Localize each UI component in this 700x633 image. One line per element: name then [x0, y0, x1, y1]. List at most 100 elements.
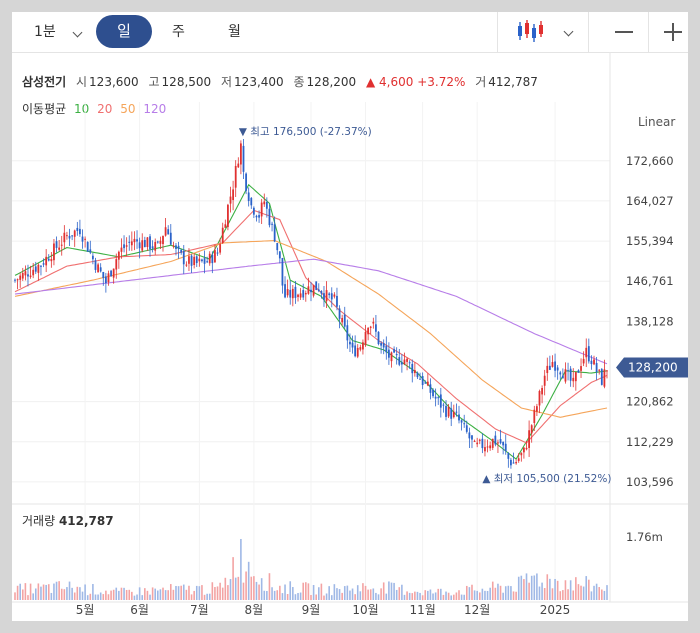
candle[interactable] [484, 439, 486, 457]
candle[interactable] [71, 235, 74, 241]
candle[interactable] [208, 251, 211, 266]
candle[interactable] [273, 216, 276, 243]
candle[interactable] [216, 247, 219, 256]
candle[interactable] [112, 268, 115, 284]
candle[interactable] [37, 263, 40, 281]
candle[interactable] [45, 249, 48, 273]
candle[interactable] [387, 342, 390, 365]
candle[interactable] [115, 253, 118, 279]
candle[interactable] [99, 263, 102, 273]
candle[interactable] [255, 214, 258, 222]
candle[interactable] [125, 237, 128, 257]
candle[interactable] [281, 257, 284, 294]
candle[interactable] [432, 388, 434, 399]
candle[interactable] [362, 339, 364, 355]
candle[interactable] [411, 359, 414, 383]
candle[interactable] [512, 452, 515, 464]
candle[interactable] [494, 431, 497, 447]
tab-week[interactable]: 주 [172, 24, 185, 40]
candle[interactable] [382, 339, 385, 355]
candle[interactable] [294, 280, 297, 304]
candle[interactable] [177, 241, 180, 259]
candle[interactable] [551, 355, 554, 368]
candle[interactable] [149, 233, 151, 257]
candle[interactable] [258, 210, 260, 223]
candle[interactable] [102, 271, 105, 286]
candle[interactable] [598, 369, 601, 375]
candle[interactable] [53, 239, 55, 266]
candle[interactable] [211, 251, 214, 274]
candle[interactable] [229, 186, 232, 213]
candle[interactable] [97, 262, 99, 273]
candle[interactable] [188, 248, 190, 272]
candle[interactable] [276, 242, 279, 255]
candle[interactable] [32, 262, 35, 279]
candle[interactable] [172, 241, 175, 249]
candle[interactable] [561, 368, 564, 379]
candle[interactable] [535, 403, 538, 416]
candle[interactable] [369, 325, 372, 335]
candle[interactable] [304, 290, 307, 302]
candle[interactable] [164, 218, 167, 237]
candle[interactable] [55, 236, 58, 253]
candle[interactable] [42, 258, 45, 268]
candle[interactable] [68, 228, 71, 247]
candle[interactable] [429, 378, 432, 400]
candle[interactable] [86, 241, 89, 252]
candle[interactable] [502, 441, 505, 455]
candle[interactable] [406, 357, 408, 371]
candle[interactable] [182, 245, 185, 275]
candle[interactable] [338, 305, 341, 329]
candle[interactable] [330, 287, 333, 308]
candle[interactable] [169, 224, 172, 245]
candle[interactable] [590, 355, 593, 370]
candle[interactable] [359, 344, 362, 352]
candle[interactable] [377, 331, 380, 346]
candle[interactable] [133, 231, 136, 251]
candle[interactable] [533, 405, 536, 432]
candle[interactable] [543, 369, 546, 396]
candle[interactable] [299, 288, 302, 300]
candle[interactable] [398, 348, 401, 367]
candle[interactable] [510, 457, 512, 469]
candle[interactable] [486, 439, 489, 453]
candle[interactable] [159, 236, 162, 250]
candle[interactable] [356, 344, 359, 359]
candle[interactable] [203, 250, 206, 274]
candle[interactable] [515, 459, 518, 465]
candle[interactable] [600, 367, 603, 386]
candle[interactable] [395, 347, 398, 365]
candle[interactable] [413, 362, 416, 377]
candle[interactable] [380, 340, 383, 354]
candle[interactable] [421, 372, 424, 390]
candle[interactable] [227, 203, 229, 231]
candle[interactable] [162, 235, 164, 252]
candle[interactable] [193, 253, 196, 269]
candle[interactable] [110, 269, 112, 277]
candle[interactable] [426, 373, 429, 387]
candle[interactable] [278, 251, 281, 264]
candle[interactable] [310, 282, 312, 302]
candle[interactable] [265, 197, 268, 218]
candle[interactable] [445, 400, 447, 421]
candle[interactable] [465, 420, 468, 434]
candle[interactable] [141, 233, 144, 253]
candle[interactable] [154, 238, 157, 255]
candle[interactable] [180, 248, 183, 255]
candle[interactable] [559, 370, 562, 380]
candle[interactable] [554, 353, 556, 378]
candle[interactable] [237, 157, 240, 168]
candle[interactable] [572, 368, 575, 388]
candle[interactable] [523, 447, 525, 459]
candle[interactable] [351, 335, 354, 354]
candle[interactable] [437, 396, 440, 405]
candle[interactable] [232, 180, 235, 211]
candle[interactable] [60, 235, 63, 256]
candle[interactable] [214, 244, 216, 263]
candle[interactable] [546, 357, 549, 381]
candle[interactable] [434, 388, 437, 407]
candle[interactable] [284, 276, 286, 299]
candle[interactable] [442, 402, 445, 413]
candle[interactable] [569, 366, 572, 387]
candle[interactable] [593, 355, 595, 366]
